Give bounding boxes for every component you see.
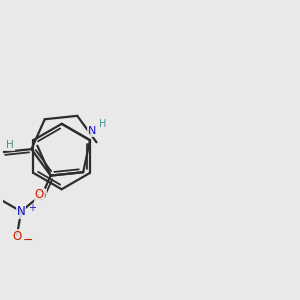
- Text: O: O: [35, 188, 44, 201]
- Text: N: N: [87, 126, 96, 136]
- Text: −: −: [22, 234, 33, 247]
- Text: H: H: [7, 140, 14, 150]
- Text: +: +: [28, 203, 36, 213]
- Text: O: O: [37, 190, 46, 203]
- Text: O: O: [12, 230, 22, 243]
- Text: N: N: [17, 205, 26, 218]
- Text: H: H: [99, 119, 106, 129]
